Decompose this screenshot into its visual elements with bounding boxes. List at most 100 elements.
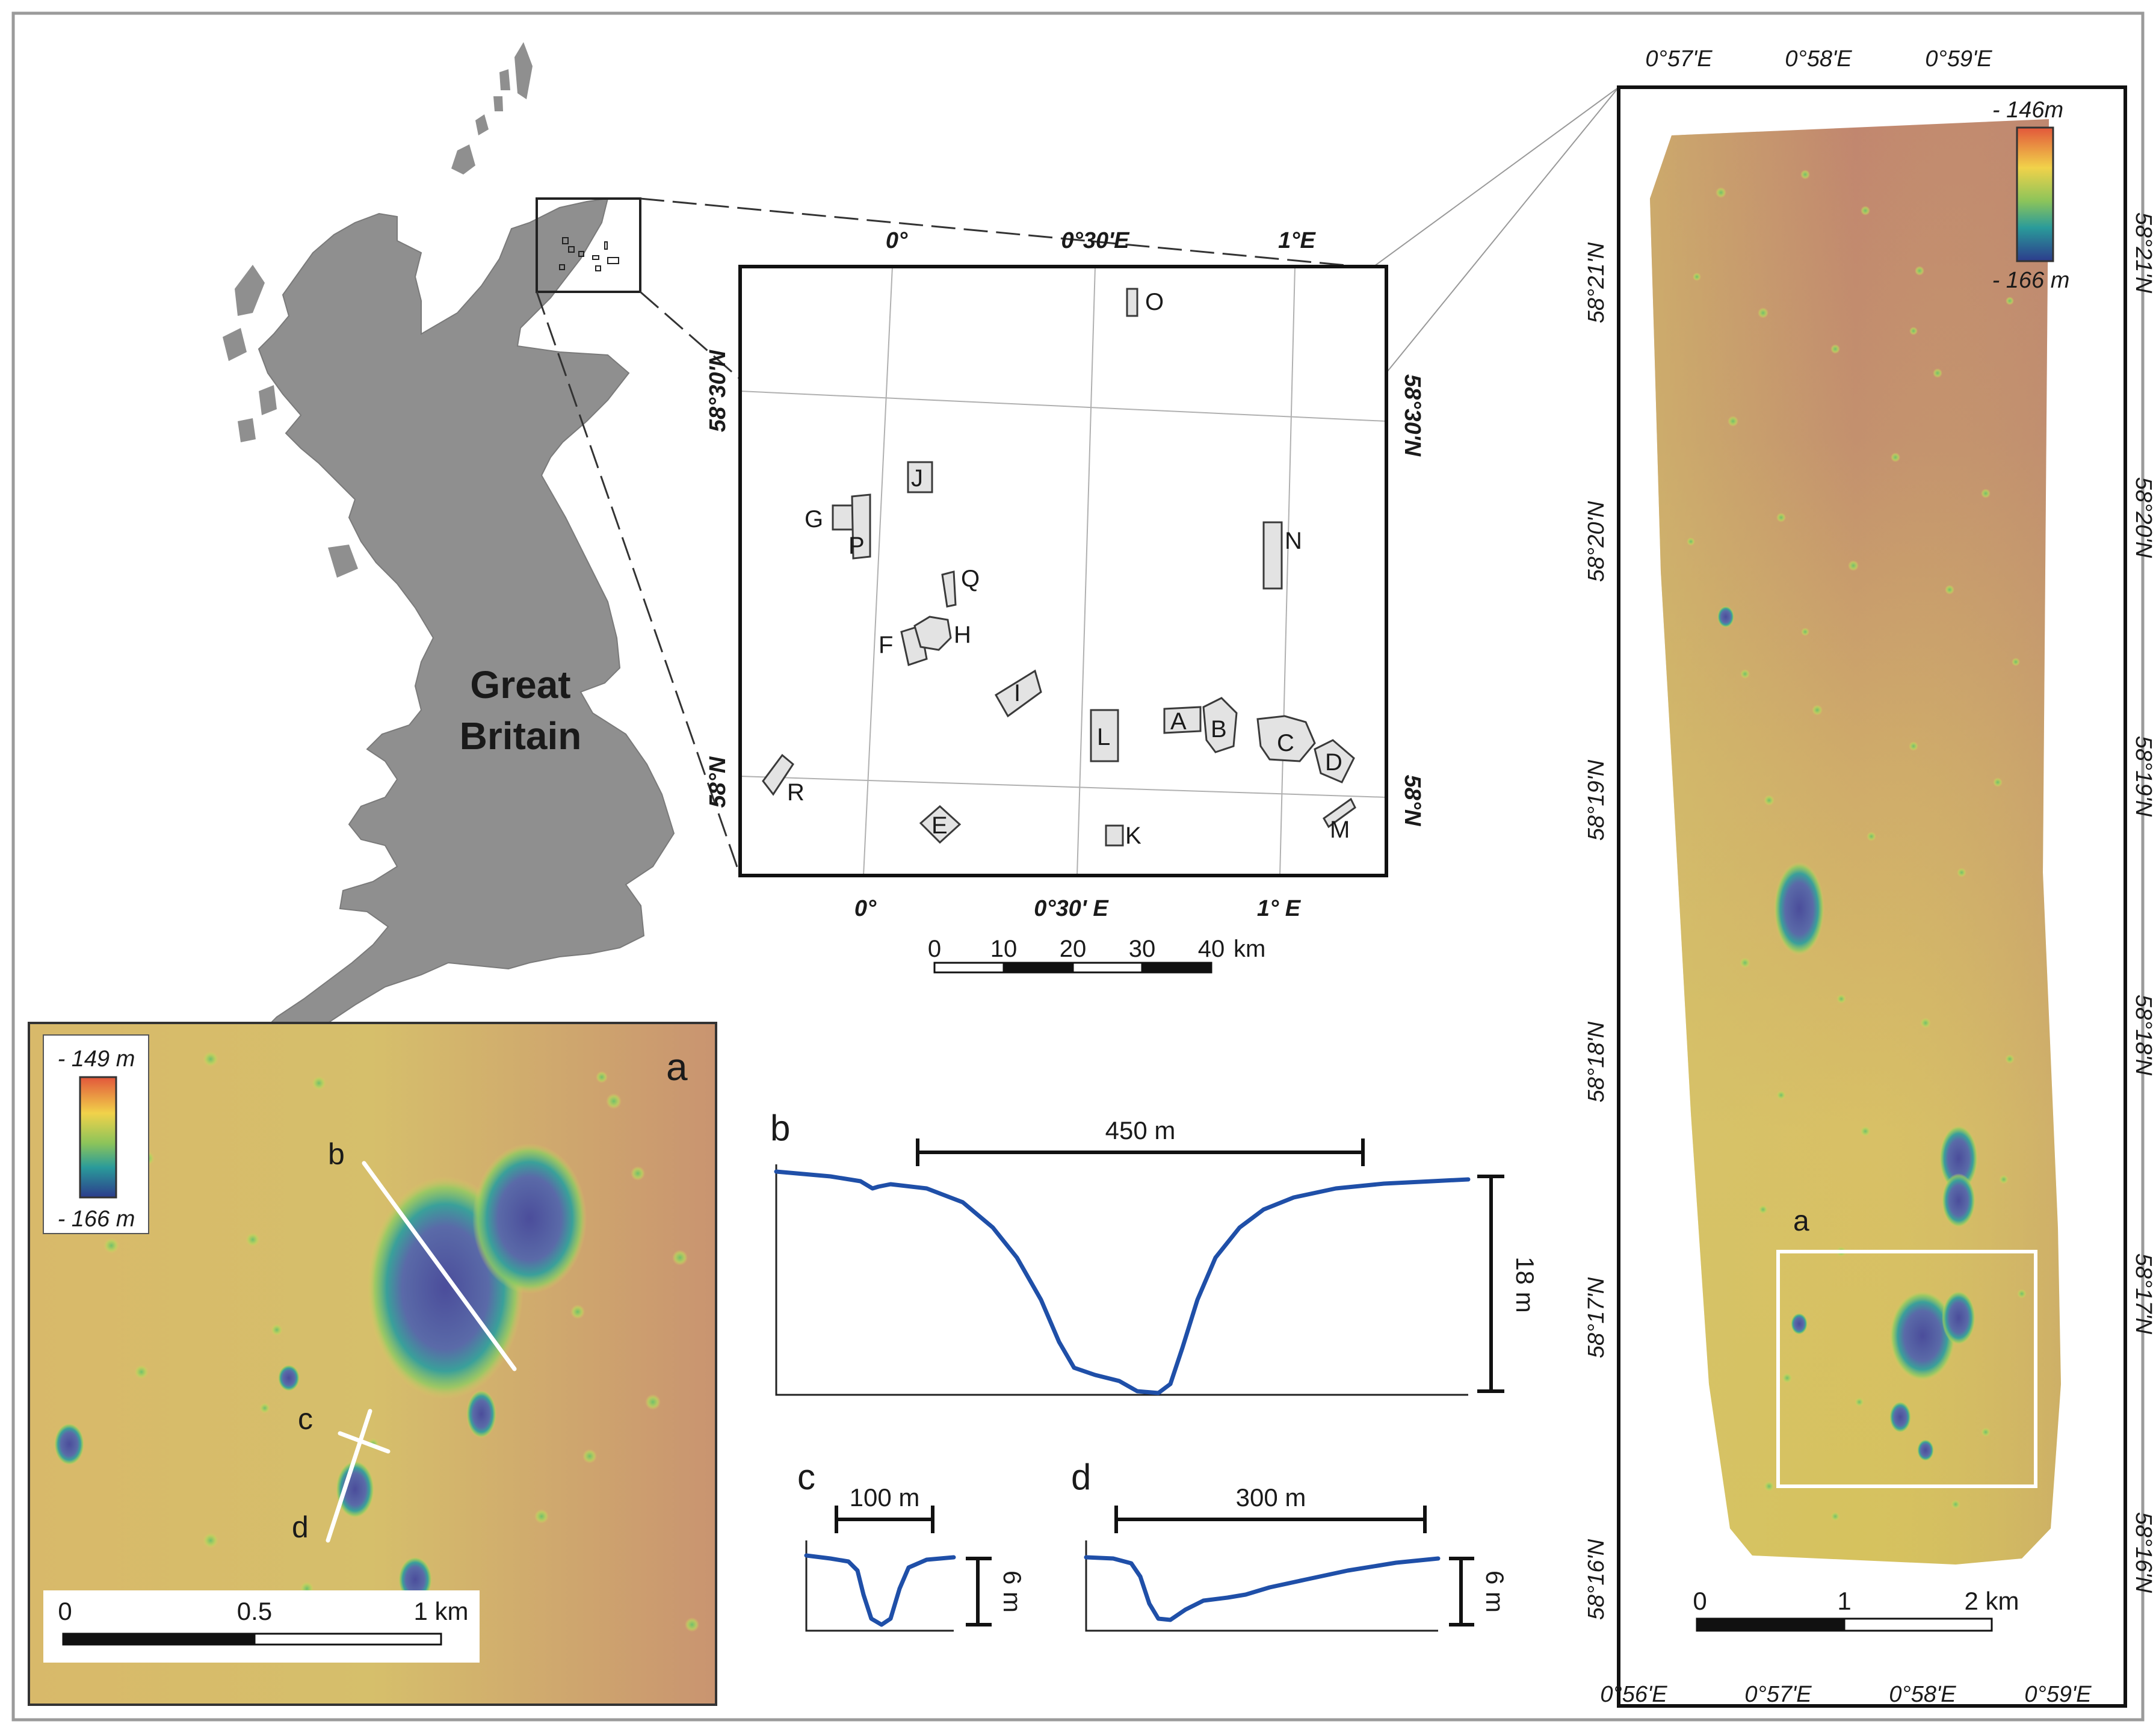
profile-d: d 300 m 6 m bbox=[1071, 1457, 1509, 1632]
site-R bbox=[762, 753, 794, 796]
strip-left-tick-4: 58°17'N bbox=[1584, 1277, 1609, 1358]
overview-scale-tick-1: 10 bbox=[990, 936, 1018, 962]
site-A bbox=[1163, 706, 1202, 734]
profile-b-width-bar bbox=[916, 1138, 1365, 1166]
overview-scale-tick-4: 40 bbox=[1198, 936, 1225, 962]
strip-right-tick-2: 58°19'N bbox=[2131, 736, 2156, 817]
strip-map: a - 146m - 166 m 0 1 2 km bbox=[1617, 85, 2127, 1708]
site-C bbox=[1256, 715, 1316, 762]
profile-d-depth-bar bbox=[1449, 1557, 1474, 1626]
strip-pockmarks bbox=[1717, 606, 1978, 1461]
strip-right-tick-3: 58°18'N bbox=[2131, 995, 2156, 1076]
strip-legend-bottom: - 166 m bbox=[1992, 268, 2070, 293]
site-I bbox=[994, 669, 1042, 718]
strip-bottom-tick-3: 0°59'E bbox=[2024, 1682, 2092, 1707]
strip-left-tick-5: 58°16'N bbox=[1584, 1539, 1609, 1620]
site-B bbox=[1202, 697, 1238, 753]
profile-c-label: c bbox=[797, 1457, 815, 1497]
profile-d-width-bar bbox=[1114, 1506, 1427, 1533]
overview-scale-bar: 0 10 20 30 40 km bbox=[928, 936, 1265, 974]
overview-top-tick-1: 0°30'E bbox=[1061, 228, 1131, 253]
strip-scale-end: 2 km bbox=[1964, 1587, 2019, 1615]
site-label-M: M bbox=[1330, 817, 1350, 843]
overview-map: O J G P N Q F H I A B L C D R E K M 0° 0… bbox=[705, 228, 1425, 974]
strip-right-tick-4: 58°17'N bbox=[2131, 1253, 2156, 1335]
overview-bottom-tick-2: 1° E bbox=[1257, 896, 1302, 921]
overview-graticule bbox=[740, 266, 1387, 876]
site-label-G: G bbox=[805, 506, 823, 533]
profile-c: c 100 m 6 m bbox=[797, 1457, 1027, 1632]
site-label-N: N bbox=[1285, 528, 1302, 554]
profile-c-width-label: 100 m bbox=[850, 1483, 920, 1512]
site-label-E: E bbox=[931, 812, 948, 839]
overview-scale-tick-0: 0 bbox=[928, 936, 941, 962]
site-G bbox=[832, 504, 855, 531]
strip-scale-bar: 0 1 2 km bbox=[1693, 1587, 2019, 1632]
overview-right-tick-0: 58°30'N bbox=[1400, 374, 1425, 457]
profile-d-width-label: 300 m bbox=[1236, 1483, 1306, 1512]
panel-a: b c d a - 149 m - 166 m 0 0.5 1 km bbox=[28, 1022, 717, 1706]
strip-bottom-tick-0: 0°56'E bbox=[1600, 1682, 1667, 1707]
location-inset-box bbox=[536, 197, 641, 293]
strip-inset-a-box bbox=[1776, 1250, 2037, 1488]
site-label-L: L bbox=[1097, 724, 1110, 750]
overview-left-tick-0: 58°30'N bbox=[705, 349, 731, 432]
profile-b: b 450 m 18 m bbox=[770, 1108, 1539, 1396]
site-Q bbox=[941, 570, 957, 608]
panel-a-legend-top: - 149 m bbox=[58, 1046, 135, 1072]
panel-a-scale-tick-1: 0.5 bbox=[237, 1597, 272, 1625]
great-britain-outline bbox=[223, 42, 675, 1045]
strip-bathymetry-shading bbox=[1650, 119, 2061, 1565]
panel-a-pockmarks bbox=[54, 1143, 587, 1602]
strip-left-tick-3: 58°18'N bbox=[1584, 1021, 1609, 1102]
site-D bbox=[1314, 739, 1355, 783]
panel-a-profile-lines bbox=[326, 1161, 517, 1543]
profile-d-depth-label: 6 m bbox=[1481, 1571, 1509, 1613]
strip-scale-tick-0: 0 bbox=[1693, 1587, 1707, 1615]
site-H bbox=[913, 616, 952, 651]
profile-c-depth-label: 6 m bbox=[998, 1571, 1027, 1613]
panel-a-label: a bbox=[666, 1045, 688, 1089]
strip-top-tick-2: 0°59'E bbox=[1925, 46, 1992, 72]
overview-bottom-tick-0: 0° bbox=[854, 896, 877, 921]
profile-b-curve bbox=[774, 1169, 1471, 1395]
site-P bbox=[851, 493, 871, 560]
strip-top-tick-0: 0°57'E bbox=[1645, 46, 1713, 72]
overview-scale-tick-2: 20 bbox=[1060, 936, 1087, 962]
strip-right-tick-1: 58°20'N bbox=[2131, 477, 2156, 558]
site-L bbox=[1090, 709, 1119, 762]
panel-a-depth-legend: - 149 m - 166 m bbox=[43, 1034, 149, 1234]
site-label-F: F bbox=[879, 632, 893, 658]
profile-b-depth-bar bbox=[1477, 1175, 1504, 1393]
site-M bbox=[1323, 797, 1356, 829]
strip-left-tick-1: 58°20'N bbox=[1584, 501, 1609, 582]
site-label-P: P bbox=[848, 533, 865, 559]
profile-d-label: d bbox=[1071, 1457, 1091, 1497]
panel-a-scale-bar: 0 0.5 1 km bbox=[43, 1590, 480, 1663]
overview-bottom-tick-1: 0°30' E bbox=[1034, 896, 1109, 921]
overview-left-tick-1: 58°N bbox=[705, 756, 731, 808]
panel-a-line-b-label: b bbox=[328, 1137, 345, 1171]
site-label-D: D bbox=[1325, 749, 1342, 776]
overview-frame bbox=[738, 265, 1388, 877]
strip-left-tick-0: 58°21'N bbox=[1584, 242, 1609, 323]
strip-bottom-tick-1: 0°57'E bbox=[1744, 1682, 1812, 1707]
strip-top-tick-1: 0°58'E bbox=[1785, 46, 1852, 72]
strip-depth-legend: - 146m - 166 m bbox=[1992, 97, 2070, 293]
strip-inset-a-label: a bbox=[1793, 1205, 1809, 1237]
panel-a-scale-tick-0: 0 bbox=[58, 1597, 72, 1625]
panel-a-line-d-label: d bbox=[292, 1510, 309, 1544]
site-label-I: I bbox=[1014, 680, 1021, 706]
panel-a-scale-end: 1 km bbox=[413, 1597, 468, 1625]
panel-a-line-c-label: c bbox=[298, 1402, 313, 1436]
site-label-C: C bbox=[1277, 730, 1294, 756]
strip-bottom-tick-2: 0°58'E bbox=[1889, 1682, 1956, 1707]
overview-scale-tick-3: 30 bbox=[1129, 936, 1156, 962]
site-label-B: B bbox=[1211, 716, 1227, 743]
strip-right-tick-0: 58°21'N bbox=[2131, 212, 2156, 294]
profile-c-curve bbox=[804, 1553, 956, 1627]
site-N bbox=[1262, 521, 1283, 590]
overview-top-tick-2: 1°E bbox=[1278, 228, 1316, 253]
site-label-Q: Q bbox=[961, 566, 980, 592]
